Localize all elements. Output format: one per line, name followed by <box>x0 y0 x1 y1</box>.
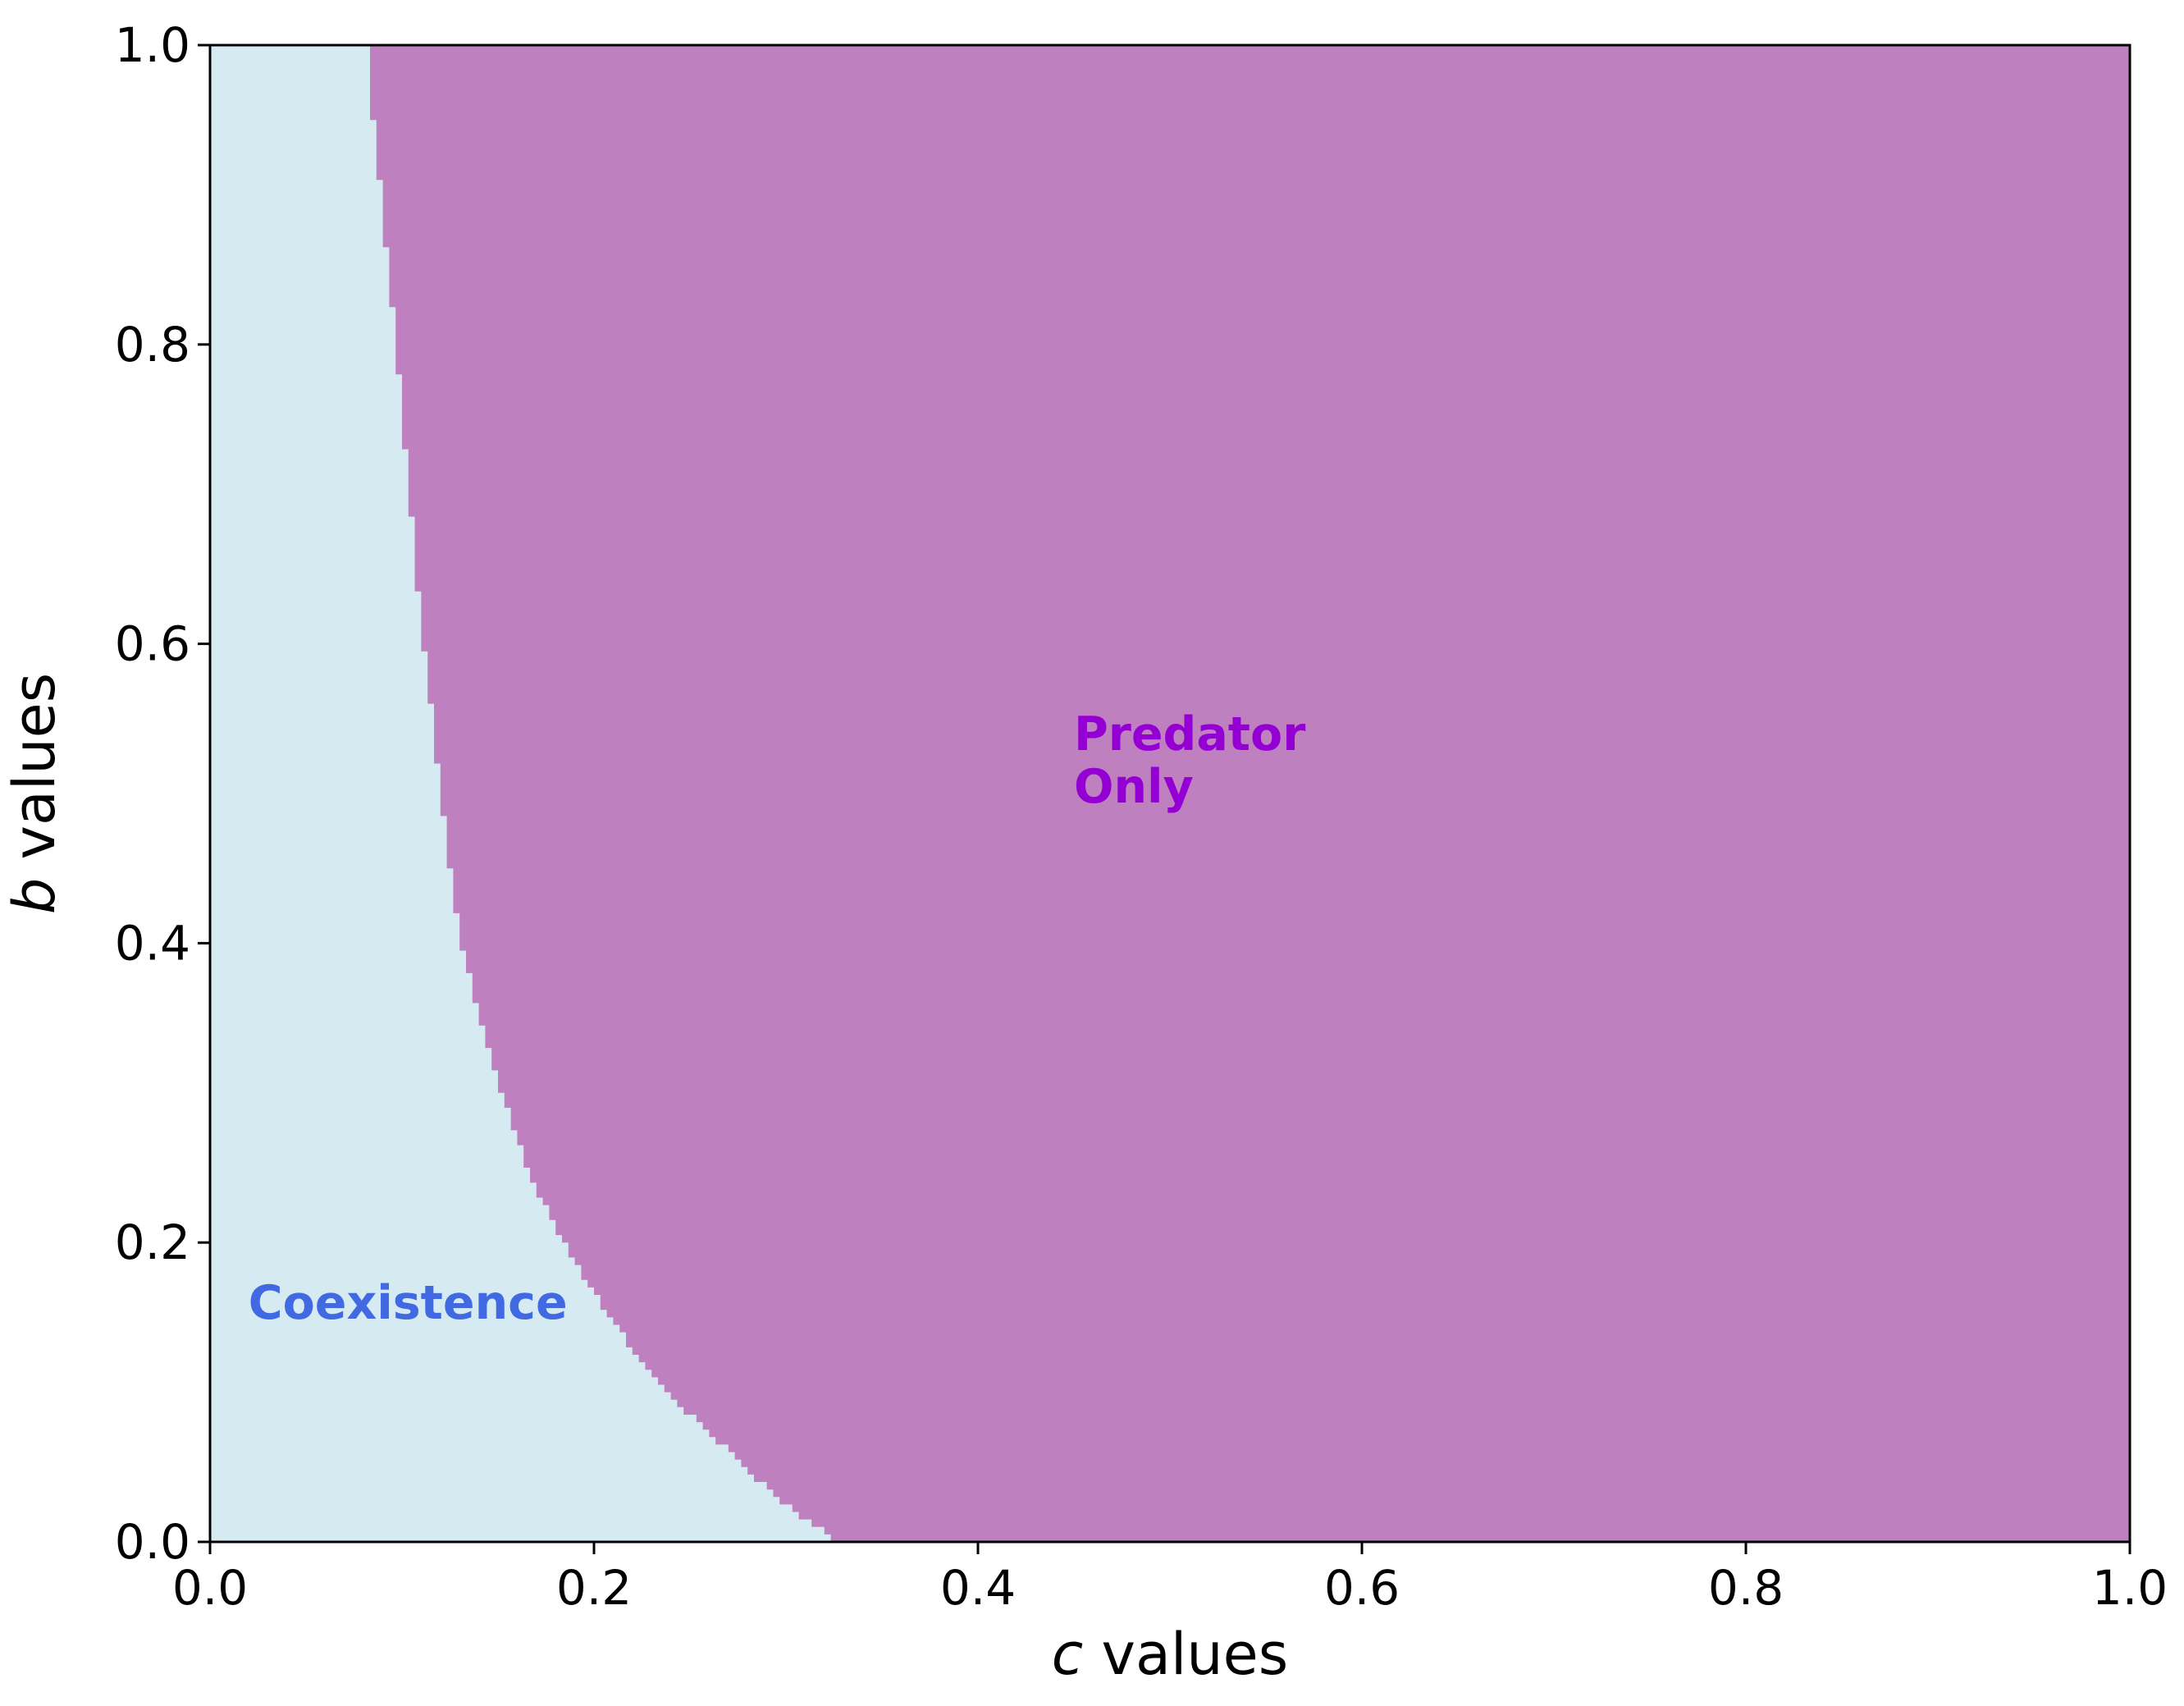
x-tick-label: 0.2 <box>556 1560 632 1616</box>
x-axis-label-text: values <box>1083 1621 1288 1688</box>
y-tick-label: 0.8 <box>115 317 190 373</box>
y-tick-label: 1.0 <box>115 17 190 73</box>
x-tick-label: 0.0 <box>172 1560 248 1616</box>
y-axis-label-text: values <box>1 673 68 878</box>
region-predator-only <box>370 45 2130 1542</box>
y-axis-ticks: 0.0 0.2 0.4 0.6 0.8 1.0 <box>115 17 210 1570</box>
y-axis-label: b values <box>1 673 68 914</box>
y-tick-label: 0.0 <box>115 1514 190 1570</box>
y-tick-label: 0.2 <box>115 1214 190 1270</box>
region-label-line: Only <box>1074 760 1194 814</box>
x-axis-variable: c <box>1052 1621 1084 1688</box>
x-tick-label: 1.0 <box>2092 1560 2168 1616</box>
region-label: Coexistence <box>249 1276 568 1330</box>
x-tick-label: 0.6 <box>1324 1560 1400 1616</box>
x-axis-label: c values <box>1052 1621 1288 1688</box>
region-label: Predator Only <box>1074 707 1305 814</box>
x-tick-label: 0.8 <box>1708 1560 1784 1616</box>
plot-frame <box>208 43 2131 1544</box>
y-tick-label: 0.6 <box>115 616 190 672</box>
region-labels: Coexistence Predator Only <box>249 707 1306 1330</box>
region-label-line: Coexistence <box>249 1276 568 1330</box>
plot-area <box>208 43 2131 1544</box>
y-tick-label: 0.4 <box>115 915 190 971</box>
region-label-line: Predator <box>1074 707 1305 762</box>
x-axis-ticks: 0.0 0.2 0.4 0.6 0.8 1.0 <box>172 1542 2168 1616</box>
x-tick-label: 0.4 <box>940 1560 1016 1616</box>
y-axis-variable: b <box>1 878 68 914</box>
